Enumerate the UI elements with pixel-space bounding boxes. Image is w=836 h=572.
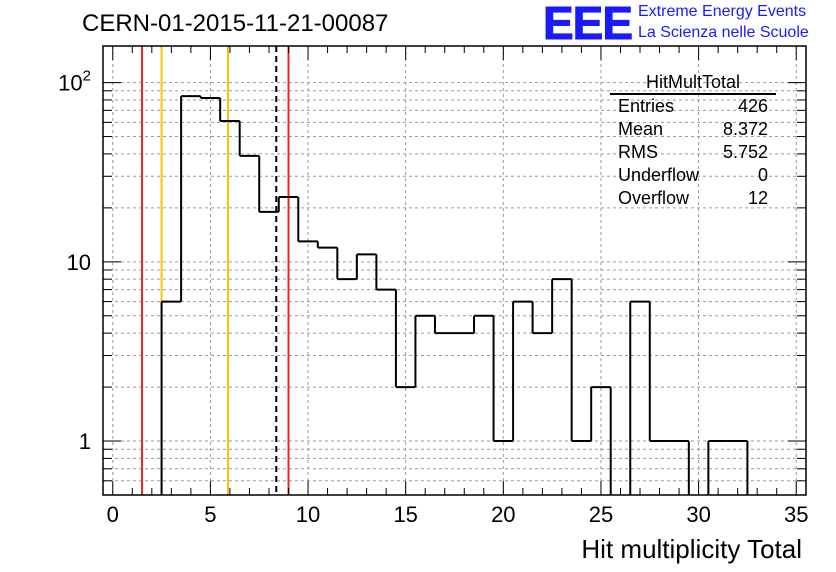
stats-label: Overflow (618, 188, 690, 208)
stats-value: 0 (757, 165, 768, 185)
y-tick-label: 102 (58, 68, 91, 96)
stats-value: 12 (747, 188, 768, 208)
grid-layer (103, 46, 806, 496)
histogram-layer (160, 95, 749, 495)
stats-value: 5.752 (722, 142, 768, 162)
stats-title: HitMultTotal (610, 72, 776, 95)
eee-logo: EEE (542, 0, 633, 50)
x-tick-label: 25 (589, 502, 613, 527)
stats-row-mean: Mean 8.372 (610, 118, 776, 141)
stats-row-entries: Entries 426 (610, 95, 776, 118)
y-tick-label: 10 (67, 250, 91, 275)
x-tick-label: 30 (686, 502, 710, 527)
x-tick-label: 5 (204, 502, 216, 527)
y-tick-label: 1 (79, 429, 91, 454)
stats-box: HitMultTotal Entries 426 Mean 8.372 RMS … (610, 72, 776, 210)
logo-subtitle-line1: Extreme Energy Events (638, 3, 807, 20)
stats-row-underflow: Underflow 0 (610, 164, 776, 187)
chart-title: CERN-01-2015-11-21-00087 (82, 10, 389, 37)
x-tick-label: 15 (393, 502, 417, 527)
x-tick-label: 20 (491, 502, 515, 527)
x-tick-label: 35 (784, 502, 808, 527)
stats-label: Mean (618, 119, 664, 139)
stats-label: Entries (618, 96, 675, 116)
tick-label-layer: 0 5 10 15 20 25 30 35 1 10 102 (58, 68, 808, 527)
axis-layer (102, 45, 807, 496)
logo-subtitle-line2: La Scienza nelle Scuole (638, 24, 809, 41)
stats-row-rms: RMS 5.752 (610, 141, 776, 164)
x-axis-label: Hit multiplicity Total (581, 534, 802, 564)
x-tick-label: 10 (296, 502, 320, 527)
stats-label: RMS (618, 142, 658, 162)
stats-value: 8.372 (722, 119, 768, 139)
stats-row-overflow: Overflow 12 (610, 187, 776, 210)
stats-value: 426 (737, 96, 768, 116)
x-tick-label: 0 (107, 502, 119, 527)
stats-label: Underflow (618, 165, 700, 185)
